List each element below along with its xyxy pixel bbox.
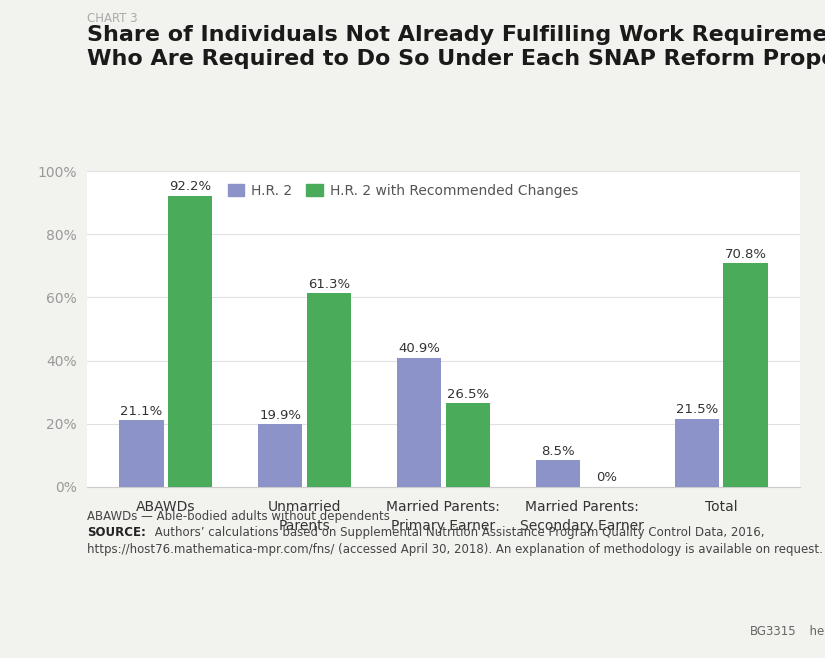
Text: 26.5%: 26.5% bbox=[446, 388, 488, 401]
Text: 19.9%: 19.9% bbox=[259, 409, 301, 422]
Bar bbox=[535, 460, 580, 487]
Text: Authors’ calculations based on Supplemental Nutrition Assistance Program Quality: Authors’ calculations based on Supplemen… bbox=[151, 526, 765, 540]
Text: 8.5%: 8.5% bbox=[541, 445, 575, 457]
Bar bbox=[307, 293, 351, 487]
Legend: H.R. 2, H.R. 2 with Recommended Changes: H.R. 2, H.R. 2 with Recommended Changes bbox=[222, 178, 583, 203]
Text: heritage.org: heritage.org bbox=[802, 625, 825, 638]
Text: 92.2%: 92.2% bbox=[169, 180, 211, 193]
Text: BG3315: BG3315 bbox=[749, 625, 796, 638]
Bar bbox=[724, 263, 768, 487]
Text: SOURCE:: SOURCE: bbox=[87, 526, 145, 540]
Text: 21.5%: 21.5% bbox=[676, 403, 718, 417]
Text: CHART 3: CHART 3 bbox=[87, 12, 137, 25]
Bar bbox=[167, 195, 212, 487]
Bar bbox=[446, 403, 490, 487]
Text: 40.9%: 40.9% bbox=[398, 342, 440, 355]
Bar bbox=[675, 419, 719, 487]
Text: 0%: 0% bbox=[596, 471, 617, 484]
Bar bbox=[258, 424, 303, 487]
Bar bbox=[119, 420, 163, 487]
Text: ABAWDs — Able-bodied adults without dependents: ABAWDs — Able-bodied adults without depe… bbox=[87, 510, 389, 523]
Text: 70.8%: 70.8% bbox=[724, 248, 766, 261]
Bar bbox=[397, 358, 441, 487]
Text: 21.1%: 21.1% bbox=[120, 405, 163, 418]
Text: https://host76.mathematica-mpr.com/fns/ (accessed April 30, 2018). An explanatio: https://host76.mathematica-mpr.com/fns/ … bbox=[87, 543, 823, 556]
Text: Who Are Required to Do So Under Each SNAP Reform Proposal: Who Are Required to Do So Under Each SNA… bbox=[87, 49, 825, 69]
Text: Share of Individuals Not Already Fulfilling Work Requirement: Share of Individuals Not Already Fulfill… bbox=[87, 25, 825, 45]
Text: 61.3%: 61.3% bbox=[308, 278, 350, 291]
